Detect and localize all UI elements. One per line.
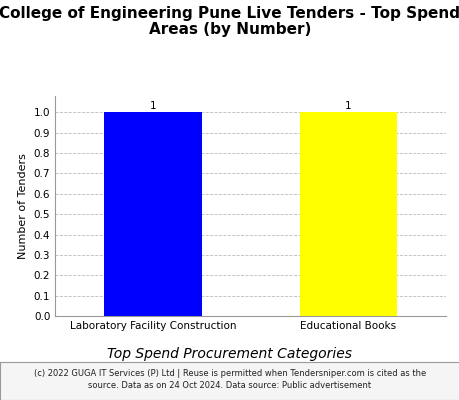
Y-axis label: Number of Tenders: Number of Tenders bbox=[18, 153, 28, 259]
Bar bbox=[104, 112, 202, 316]
Bar bbox=[299, 112, 397, 316]
Text: (c) 2022 GUGA IT Services (P) Ltd | Reuse is permitted when Tendersniper.com is : (c) 2022 GUGA IT Services (P) Ltd | Reus… bbox=[34, 369, 425, 390]
Text: 1: 1 bbox=[149, 101, 156, 111]
Text: 1: 1 bbox=[344, 101, 351, 111]
Text: Top Spend Procurement Categories: Top Spend Procurement Categories bbox=[107, 347, 352, 361]
Text: Areas (by Number): Areas (by Number) bbox=[149, 22, 310, 37]
Text: College of Engineering Pune Live Tenders - Top Spend: College of Engineering Pune Live Tenders… bbox=[0, 6, 459, 21]
